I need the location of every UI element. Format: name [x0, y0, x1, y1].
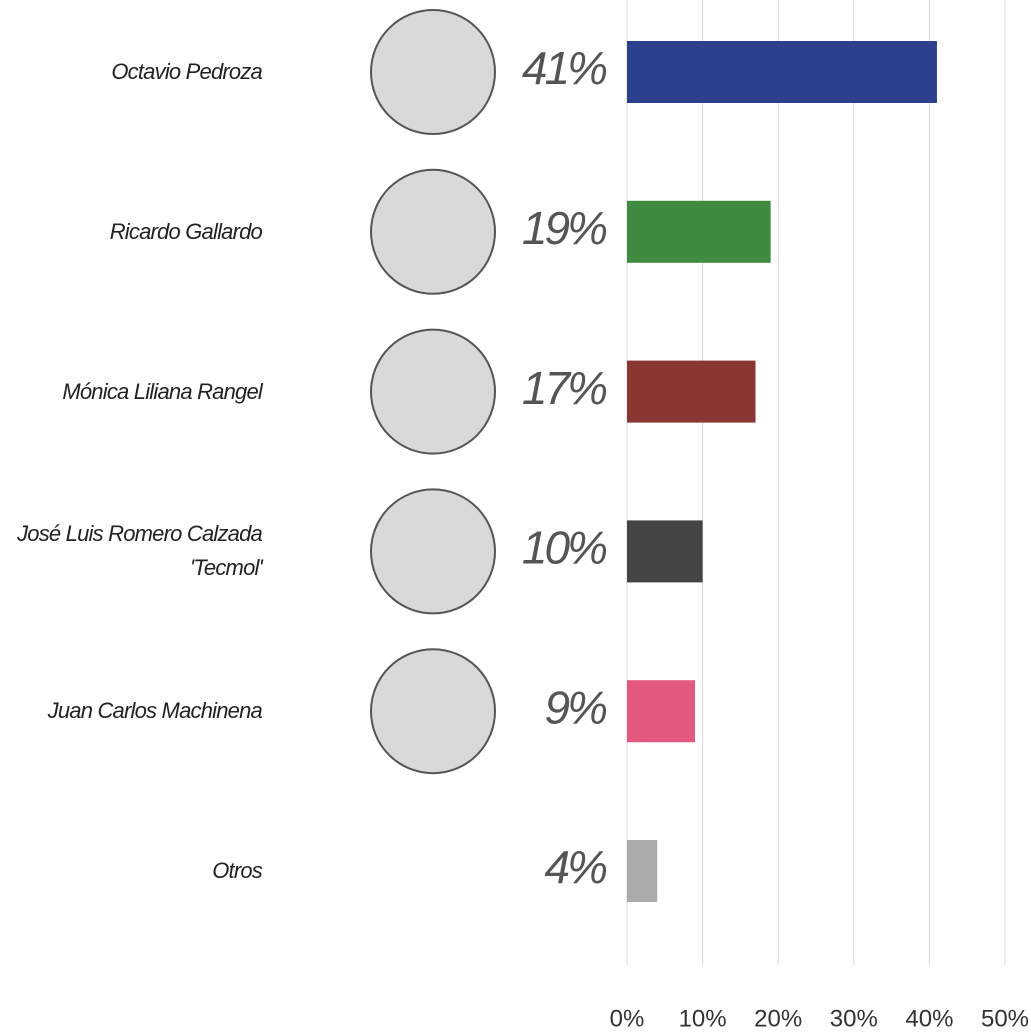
value-label: 9% — [545, 681, 607, 733]
bar — [627, 200, 771, 263]
candidate-photo — [370, 648, 496, 775]
value-label: 4% — [545, 841, 607, 893]
bar — [627, 680, 696, 743]
bar — [627, 360, 756, 423]
category-label: Octavio Pedroza — [111, 59, 262, 84]
value-label: 41% — [522, 42, 606, 94]
x-tick-label: 0% — [610, 1005, 645, 1032]
category-label: Ricardo Gallardo — [109, 218, 263, 244]
x-tick-label: 20% — [754, 1005, 802, 1032]
value-label: 10% — [522, 522, 606, 574]
value-label: 17% — [522, 362, 606, 414]
category-label: Mónica Liliana Rangel — [62, 378, 262, 404]
bar — [627, 520, 703, 583]
category-label: Otros — [212, 858, 263, 883]
candidate-photo — [370, 168, 496, 295]
x-tick-label: 30% — [830, 1005, 878, 1032]
x-tick-label: 50% — [981, 1005, 1029, 1032]
x-tick-label: 40% — [905, 1005, 953, 1032]
candidate-photo — [370, 328, 496, 455]
value-label: 19% — [522, 202, 606, 254]
category-label: José Luis Romero Calzada 'Tecmol' — [17, 521, 263, 581]
bar — [627, 41, 937, 103]
category-label: Juan Carlos Machinena — [47, 698, 263, 724]
bar — [627, 840, 658, 902]
candidate-photo — [370, 9, 496, 135]
candidate-photo — [370, 488, 496, 615]
x-tick-label: 10% — [679, 1005, 727, 1032]
